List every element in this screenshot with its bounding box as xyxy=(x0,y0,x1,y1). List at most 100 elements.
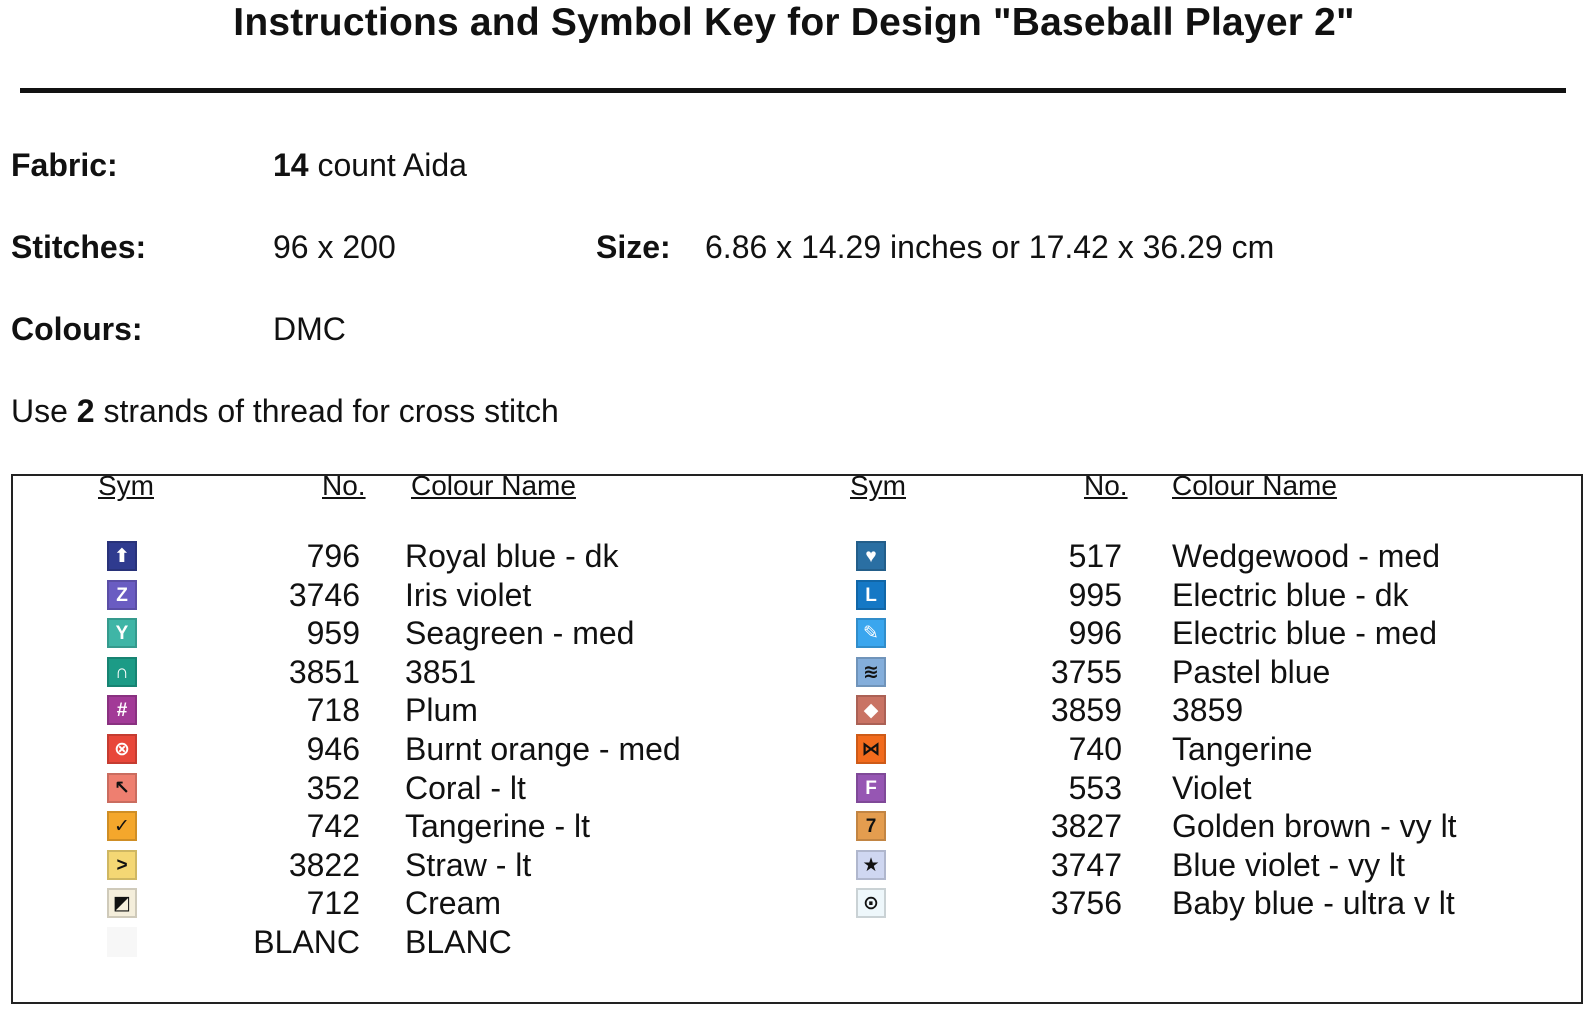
header-colour-name-right: Colour Name xyxy=(1172,470,1337,501)
colour-name: Violet xyxy=(1172,770,1252,806)
dmc-number: 996 xyxy=(1068,615,1122,651)
dmc-number: 3746 xyxy=(288,577,360,613)
colour-name: BLANC xyxy=(405,924,512,960)
colour-name: Burnt orange - med xyxy=(405,731,681,767)
dmc-number: 553 xyxy=(1068,770,1122,806)
dmc-number: 959 xyxy=(306,615,360,651)
dmc-number: 3755 xyxy=(1050,654,1122,690)
key-row: ★ 3747 Blue violet - vy lt xyxy=(0,846,1588,884)
size-value: 6.86 x 14.29 inches or 17.42 x 36.29 cm xyxy=(705,229,1275,265)
colour-name: Tangerine xyxy=(1172,731,1313,767)
letter-y-box-icon: Y xyxy=(107,618,137,648)
hash-icon: # xyxy=(107,695,137,725)
key-row: ◆ 3859 3859 xyxy=(0,691,1588,729)
circle-dot-icon: ⊙ xyxy=(856,888,886,918)
dmc-number: 742 xyxy=(306,808,360,844)
dmc-number: 712 xyxy=(306,885,360,921)
letter-l-icon: L xyxy=(856,580,886,610)
key-row: L 995 Electric blue - dk xyxy=(0,576,1588,614)
colour-name: Iris violet xyxy=(405,577,532,613)
pencil-icon: ✎ xyxy=(856,618,886,648)
dmc-number: 946 xyxy=(306,731,360,767)
key-row: ≋ 3755 Pastel blue xyxy=(0,653,1588,691)
size-label: Size: xyxy=(596,229,671,265)
colour-name: 3859 xyxy=(1172,692,1244,728)
dmc-number: 517 xyxy=(1068,538,1122,574)
fabric-count: 14 xyxy=(273,147,309,183)
dmc-number: 740 xyxy=(1068,731,1122,767)
key-row: ⊙ 3756 Baby blue - ultra v lt xyxy=(0,884,1588,922)
key-row: ↖ 352 Coral - lt xyxy=(0,769,1588,807)
letter-z-icon: Z xyxy=(107,580,137,610)
colour-name: Plum xyxy=(405,692,478,728)
dmc-number: BLANC xyxy=(253,924,360,960)
key-row: Y 959 Seagreen - med xyxy=(0,614,1588,652)
page-title: Instructions and Symbol Key for Design "… xyxy=(233,1,1355,44)
heart-icon: ♥ xyxy=(856,541,886,571)
colour-name: Straw - lt xyxy=(405,847,532,883)
bowtie-icon: ⋈ xyxy=(856,734,886,764)
key-row: Z 3746 Iris violet xyxy=(0,576,1588,614)
colour-name: Electric blue - dk xyxy=(1172,577,1409,613)
key-row: ⋈ 740 Tangerine xyxy=(0,730,1588,768)
hammer-icon: ↖ xyxy=(107,773,137,803)
colours-value: DMC xyxy=(273,311,346,347)
dmc-number: 3827 xyxy=(1050,808,1122,844)
key-row: ∩ 3851 3851 xyxy=(0,653,1588,691)
colour-name: Tangerine - lt xyxy=(405,808,590,844)
key-row: ⬆ 796 Royal blue - dk xyxy=(0,537,1588,575)
header-sym-right: Sym xyxy=(850,470,906,501)
letter-f-icon: F xyxy=(856,773,886,803)
stitches-value: 96 x 200 xyxy=(273,229,396,265)
dmc-number: 3851 xyxy=(288,654,360,690)
key-row: ◩ 712 Cream xyxy=(0,884,1588,922)
dmc-number: 718 xyxy=(306,692,360,728)
fabric-value: 14 count Aida xyxy=(273,147,467,183)
dmc-number: 995 xyxy=(1068,577,1122,613)
dmc-number: 3747 xyxy=(1050,847,1122,883)
colour-name: Pastel blue xyxy=(1172,654,1331,690)
colour-name: Electric blue - med xyxy=(1172,615,1437,651)
dmc-number: 3859 xyxy=(1050,692,1122,728)
colour-name: Royal blue - dk xyxy=(405,538,619,574)
key-row: ✓ 742 Tangerine - lt xyxy=(0,807,1588,845)
key-row: ✎ 996 Electric blue - med xyxy=(0,614,1588,652)
key-row: F 553 Violet xyxy=(0,769,1588,807)
dmc-number: 796 xyxy=(306,538,360,574)
blank-icon xyxy=(107,927,137,957)
arch-icon: ∩ xyxy=(107,657,137,687)
key-row: >3822 Straw - lt xyxy=(0,846,1588,884)
header-no-left: No. xyxy=(322,470,366,501)
header-no-right: No. xyxy=(1084,470,1128,501)
title-divider xyxy=(20,88,1566,93)
header-sym-left: Sym xyxy=(98,470,154,501)
colour-name: Baby blue - ultra v lt xyxy=(1172,885,1455,921)
strands-pre: Use xyxy=(11,393,77,429)
fabric-type: count Aida xyxy=(308,147,467,183)
colour-name: 3851 xyxy=(405,654,477,690)
strands-post: strands of thread for cross stitch xyxy=(94,393,559,429)
strands-instruction: Use 2 strands of thread for cross stitch xyxy=(11,393,559,429)
colour-name: Golden brown - vy lt xyxy=(1172,808,1457,844)
fabric-label: Fabric: xyxy=(11,147,118,183)
dmc-number: 3822 xyxy=(288,847,360,883)
colour-name: Wedgewood - med xyxy=(1172,538,1440,574)
colour-name: Blue violet - vy lt xyxy=(1172,847,1405,883)
colours-label: Colours: xyxy=(11,311,143,347)
greater-than-icon: > xyxy=(107,850,137,880)
key-row: 7 3827 Golden brown - vy lt xyxy=(0,807,1588,845)
key-row: #718 Plum xyxy=(0,691,1588,729)
colour-name: Coral - lt xyxy=(405,770,526,806)
key-row: ⊗ 946 Burnt orange - med xyxy=(0,730,1588,768)
header-colour-name-left: Colour Name xyxy=(411,470,576,501)
stitches-label: Stitches: xyxy=(11,229,147,265)
star-icon: ★ xyxy=(856,850,886,880)
dmc-number: 352 xyxy=(306,770,360,806)
key-row: ♥ 517 Wedgewood - med xyxy=(0,537,1588,575)
circle-cross-icon: ⊗ xyxy=(107,734,137,764)
symbol-key-table xyxy=(11,474,1583,1004)
dmc-number: 3756 xyxy=(1050,885,1122,921)
colour-name: Seagreen - med xyxy=(405,615,635,651)
diagonal-stripes-icon: ≋ xyxy=(856,657,886,687)
half-square-icon: ◩ xyxy=(107,888,137,918)
